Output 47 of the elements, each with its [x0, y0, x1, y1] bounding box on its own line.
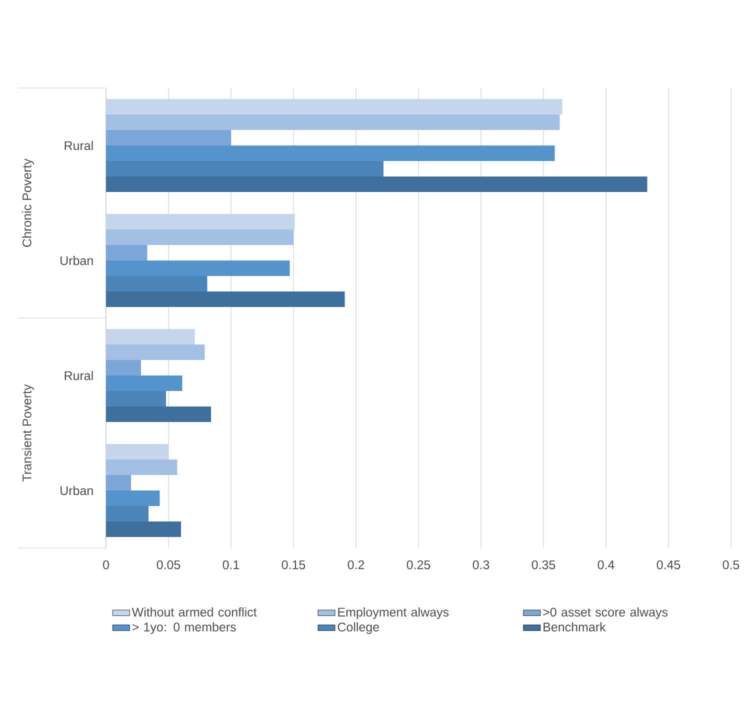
legend-label: College: [338, 622, 380, 634]
bar: [106, 245, 148, 260]
text: Chronic Poverty: [22, 158, 34, 247]
bar: [106, 475, 131, 491]
bar: [106, 214, 295, 230]
bar: [106, 176, 648, 192]
bar: [106, 444, 168, 460]
x-tick-label: 0.1: [222, 560, 240, 570]
x-tick-label: 0.05: [156, 560, 180, 570]
bar: [106, 506, 148, 522]
bar: [106, 329, 195, 345]
bar: [106, 99, 562, 114]
bar: [106, 292, 345, 307]
bar: [106, 391, 166, 407]
legend-label: > 1yo: 0 members: [132, 622, 236, 634]
x-tick-label: 0.2: [348, 560, 364, 570]
x-tick-label: 0.25: [406, 560, 430, 570]
y-tick-label: Rural: [64, 370, 93, 380]
bar: [106, 376, 182, 392]
x-tick-label: 0.4: [598, 560, 614, 570]
bar: [106, 522, 181, 538]
bar: [106, 161, 384, 176]
bar: [106, 490, 160, 506]
bar: [106, 276, 208, 292]
x-tick-label: 0.15: [282, 560, 306, 570]
bar: [106, 146, 555, 161]
bar: [106, 260, 290, 276]
y-tick-label: Urban: [60, 486, 93, 496]
bar: [106, 460, 178, 476]
bar: [106, 360, 141, 376]
x-tick-label: 0.45: [656, 560, 680, 570]
x-tick-label: 0.3: [472, 560, 490, 570]
x-tick-label: 0.35: [532, 560, 556, 570]
x-tick-label: 0.5: [722, 560, 740, 570]
bar: [106, 130, 231, 146]
bar: [106, 114, 560, 130]
legend-label: Without armed conflict: [132, 607, 257, 617]
text: Transient Poverty: [22, 384, 34, 482]
legend-label: Employment always: [338, 607, 449, 620]
legend-label: >0 asset score always: [543, 607, 668, 620]
y-tick-label: Urban: [60, 256, 93, 266]
bar: [106, 230, 294, 245]
x-tick-label: 0: [103, 560, 109, 570]
legend-label: Benchmark: [544, 622, 606, 632]
bar: [106, 406, 211, 422]
y-tick-label: Rural: [64, 140, 93, 150]
bar: [106, 344, 205, 360]
